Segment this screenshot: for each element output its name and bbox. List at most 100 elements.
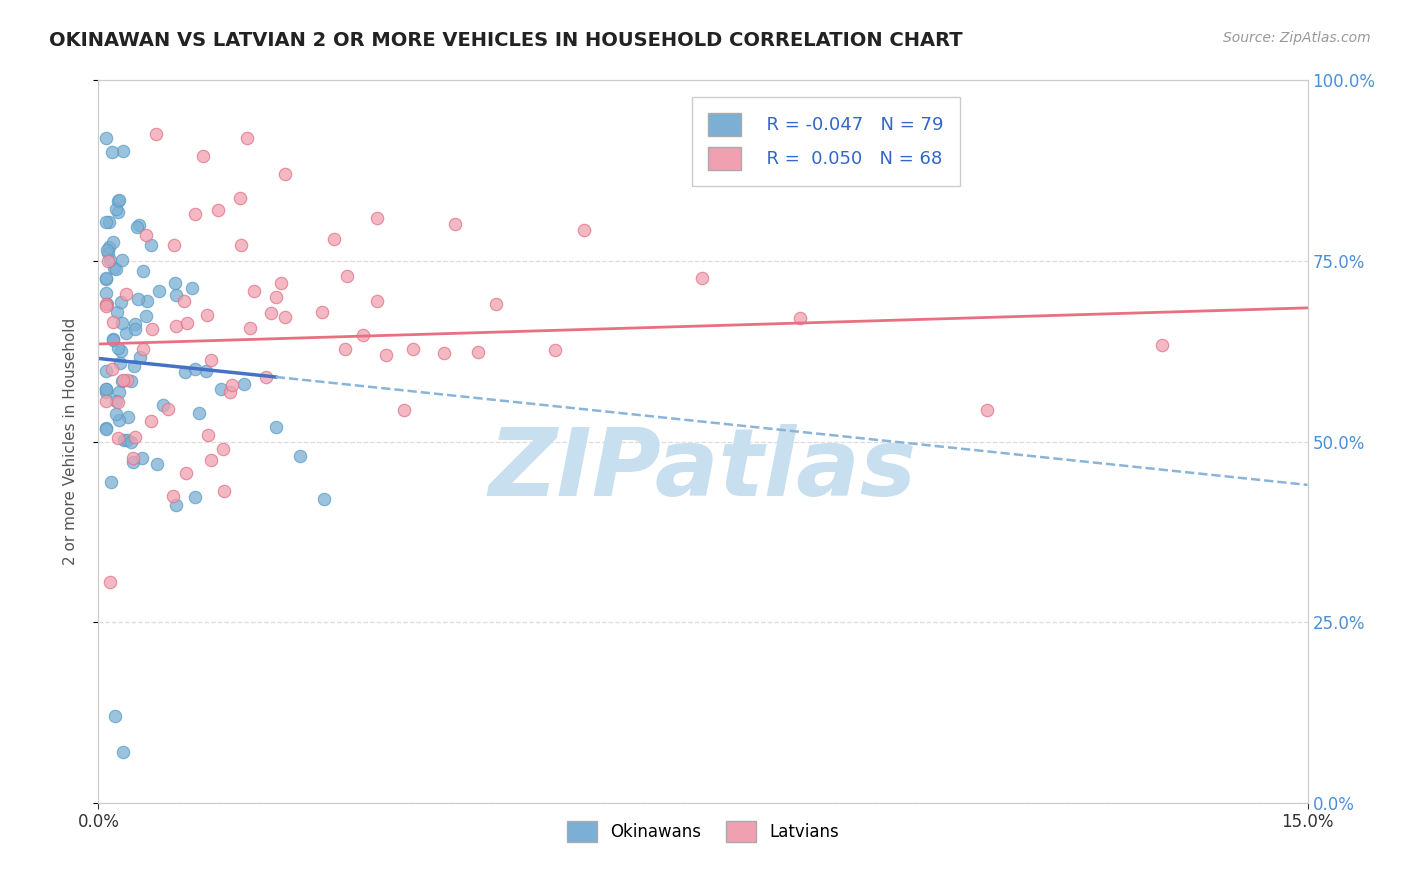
Point — [114, 326, 136, 341]
Point — [96, 382, 118, 396]
Point — [128, 218, 150, 232]
Point — [110, 295, 132, 310]
Point — [98, 215, 121, 229]
Point — [111, 316, 134, 330]
Point — [191, 149, 214, 163]
Point — [96, 421, 118, 435]
Point — [105, 262, 128, 277]
Point — [239, 321, 262, 335]
Point — [117, 409, 139, 424]
Point — [105, 202, 128, 217]
Point — [264, 420, 287, 434]
Point — [124, 322, 146, 336]
Point — [105, 305, 128, 319]
Point — [115, 287, 138, 301]
Point — [108, 384, 131, 399]
Point — [200, 352, 222, 367]
Point — [96, 384, 118, 399]
Point — [96, 270, 118, 285]
Point — [274, 167, 297, 181]
Point — [544, 343, 567, 357]
Point — [214, 483, 236, 498]
Point — [139, 238, 162, 252]
Point — [96, 131, 118, 145]
Point — [366, 211, 388, 226]
Point — [163, 238, 186, 252]
Point — [333, 343, 356, 357]
Point — [314, 492, 336, 507]
Point — [96, 243, 118, 257]
Point — [135, 227, 157, 242]
Point — [211, 382, 233, 396]
Point — [96, 382, 118, 396]
Point — [195, 364, 218, 378]
Point — [112, 434, 135, 448]
Point — [690, 271, 713, 285]
Point — [101, 361, 124, 376]
Point — [173, 294, 195, 309]
Point — [120, 434, 142, 449]
Point — [97, 240, 120, 254]
Point — [212, 442, 235, 456]
Point — [108, 356, 131, 370]
Point — [254, 370, 277, 384]
Point — [156, 402, 179, 417]
Point — [207, 202, 229, 217]
Point — [184, 362, 207, 376]
Point — [124, 317, 146, 331]
Point — [111, 252, 134, 267]
Point — [467, 345, 489, 359]
Point — [274, 310, 297, 324]
Point — [165, 498, 187, 512]
Point — [112, 144, 135, 158]
Point — [98, 253, 121, 268]
Point — [173, 365, 195, 379]
Point — [270, 276, 292, 290]
Point — [187, 406, 209, 420]
Text: Source: ZipAtlas.com: Source: ZipAtlas.com — [1223, 31, 1371, 45]
Point — [122, 455, 145, 469]
Point — [200, 453, 222, 467]
Point — [96, 297, 118, 311]
Point — [101, 333, 124, 347]
Point — [375, 348, 398, 362]
Point — [165, 318, 187, 333]
Point — [107, 341, 129, 355]
Point — [117, 433, 139, 447]
Point — [229, 191, 252, 205]
Point — [141, 322, 163, 336]
Point — [125, 220, 148, 235]
Point — [433, 346, 456, 360]
Point — [402, 342, 425, 356]
Point — [103, 235, 125, 250]
Point — [124, 429, 146, 443]
Point — [111, 745, 134, 759]
Point — [789, 311, 811, 326]
Point — [165, 288, 187, 302]
Point — [976, 402, 998, 417]
Point — [104, 394, 127, 409]
Point — [108, 193, 131, 207]
Point — [264, 290, 287, 304]
Point — [98, 575, 121, 590]
Point — [136, 293, 159, 308]
Point — [115, 373, 138, 387]
Text: OKINAWAN VS LATVIAN 2 OR MORE VEHICLES IN HOUSEHOLD CORRELATION CHART: OKINAWAN VS LATVIAN 2 OR MORE VEHICLES I… — [49, 31, 963, 50]
Point — [232, 376, 254, 391]
Point — [100, 475, 122, 489]
Point — [101, 315, 124, 329]
Point — [242, 284, 264, 298]
Point — [260, 306, 283, 320]
Point — [107, 394, 129, 409]
Point — [132, 264, 155, 278]
Point — [135, 310, 157, 324]
Point — [485, 297, 508, 311]
Point — [444, 217, 467, 231]
Point — [128, 351, 150, 365]
Point — [181, 281, 204, 295]
Point — [103, 709, 125, 723]
Point — [96, 299, 118, 313]
Point — [107, 204, 129, 219]
Point — [148, 285, 170, 299]
Point — [97, 246, 120, 260]
